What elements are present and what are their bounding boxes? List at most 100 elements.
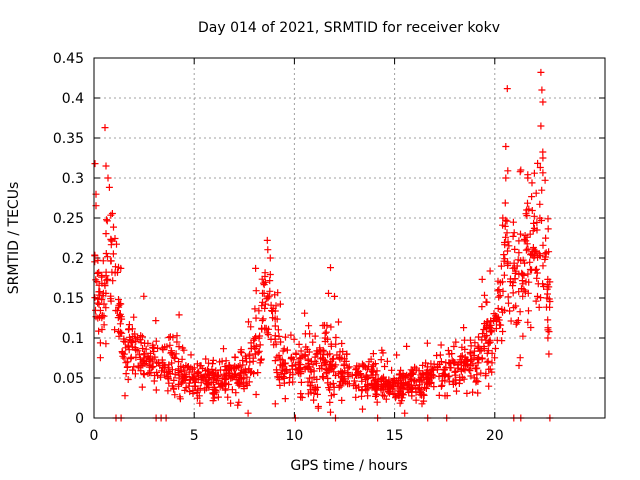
data-point <box>295 340 303 348</box>
data-point <box>108 210 116 217</box>
data-point <box>286 369 294 377</box>
data-point <box>501 241 509 249</box>
data-point <box>309 338 317 346</box>
data-point <box>102 340 110 348</box>
data-point <box>393 351 401 359</box>
data-point <box>536 164 544 171</box>
data-point <box>95 327 103 335</box>
data-point <box>243 382 251 389</box>
data-point <box>341 355 348 363</box>
data-point <box>190 376 198 384</box>
data-point <box>518 269 526 277</box>
data-point <box>251 350 259 358</box>
data-point <box>305 348 313 356</box>
data-point <box>483 358 491 366</box>
data-point <box>271 332 279 340</box>
data-point <box>526 258 534 266</box>
data-point <box>437 341 445 349</box>
data-point <box>145 356 153 364</box>
data-point <box>278 356 286 364</box>
data-point <box>488 349 496 357</box>
data-point <box>504 247 511 255</box>
data-point <box>540 283 548 290</box>
data-point <box>529 244 537 251</box>
data-point <box>214 393 222 401</box>
data-point <box>109 277 117 285</box>
data-point <box>400 382 408 390</box>
data-point <box>496 292 504 300</box>
data-point <box>104 253 111 261</box>
x-tick-label: 5 <box>190 428 199 444</box>
data-point <box>130 363 138 371</box>
data-point <box>411 363 419 371</box>
data-point <box>396 388 404 396</box>
data-point <box>412 396 420 404</box>
data-point <box>381 363 389 370</box>
data-point <box>171 354 179 362</box>
data-point <box>400 391 407 399</box>
data-point <box>256 341 264 349</box>
data-point <box>480 345 488 353</box>
data-point <box>137 362 145 370</box>
data-point <box>104 275 112 283</box>
data-point <box>528 193 536 201</box>
data-point <box>167 349 175 356</box>
data-point <box>530 212 538 220</box>
data-point <box>544 334 552 342</box>
data-point <box>405 388 413 396</box>
data-point <box>527 324 535 331</box>
data-point <box>368 367 376 375</box>
data-point <box>297 347 305 355</box>
data-point <box>244 409 252 417</box>
data-point <box>96 354 104 362</box>
data-point <box>522 246 530 254</box>
data-point <box>511 245 519 253</box>
data-point <box>275 374 283 382</box>
data-point <box>536 200 544 208</box>
data-point <box>509 289 517 297</box>
data-point <box>526 230 534 238</box>
data-point <box>542 249 550 257</box>
data-point <box>175 343 183 351</box>
data-point <box>319 374 327 382</box>
data-point <box>546 278 554 286</box>
data-point <box>142 345 150 353</box>
data-point <box>319 350 327 358</box>
data-point <box>504 260 512 268</box>
data-point <box>538 186 546 194</box>
data-point <box>358 387 366 395</box>
data-point <box>202 355 210 363</box>
data-point <box>497 321 505 329</box>
data-point <box>99 312 106 320</box>
data-point <box>301 365 309 373</box>
data-point <box>273 369 281 376</box>
data-point <box>424 363 432 371</box>
data-point <box>314 404 322 412</box>
data-point <box>499 328 507 335</box>
data-point <box>227 399 235 407</box>
data-point <box>175 311 183 319</box>
data-point <box>288 362 296 370</box>
data-point <box>543 285 551 293</box>
data-point <box>454 364 462 372</box>
data-point <box>319 373 327 380</box>
data-point <box>424 380 432 388</box>
data-point <box>444 373 452 381</box>
data-point <box>139 333 146 341</box>
data-point <box>478 303 486 311</box>
data-point <box>418 400 426 408</box>
data-point <box>146 361 154 369</box>
data-point <box>531 248 539 255</box>
data-point <box>395 387 403 395</box>
data-point <box>457 367 465 375</box>
data-point <box>411 377 418 385</box>
data-point <box>544 316 552 324</box>
data-point <box>327 264 334 272</box>
data-point <box>124 376 132 383</box>
data-point <box>511 269 519 277</box>
data-point <box>332 372 340 379</box>
data-point <box>307 388 315 396</box>
data-point <box>122 359 130 367</box>
data-point <box>486 267 494 275</box>
data-point <box>118 348 126 356</box>
